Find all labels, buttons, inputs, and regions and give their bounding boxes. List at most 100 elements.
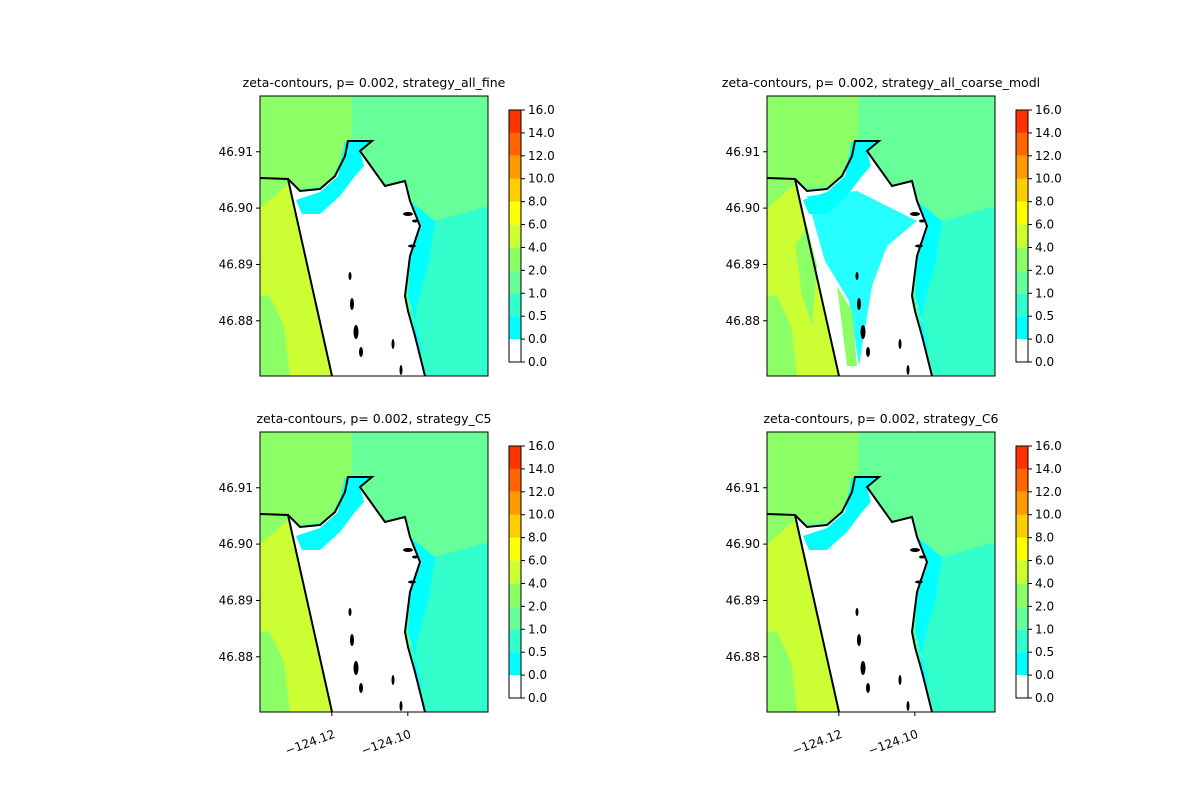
colorbar-tick-label: 0.5	[1035, 309, 1054, 323]
region	[767, 96, 859, 188]
x-tick-label: −124.10	[866, 727, 920, 758]
colorbar-swatch	[509, 468, 521, 492]
island	[403, 548, 413, 552]
colorbar-tick-label: 10.0	[1035, 508, 1062, 522]
chart-title: zeta-contours, p= 0.002, strategy_all_co…	[722, 75, 1040, 90]
island	[353, 661, 359, 675]
colorbar-tick-label: 12.0	[1035, 149, 1062, 163]
colorbar-tick-label: 2.0	[1035, 263, 1054, 277]
colorbar-swatch	[509, 446, 521, 469]
colorbar-frame	[508, 445, 522, 699]
y-tick-label: 46.91	[726, 481, 760, 495]
colorbar-tick-label: 2.0	[528, 599, 547, 613]
colorbar-tick-label: 2.0	[1035, 599, 1054, 613]
chart-title: zeta-contours, p= 0.002, strategy_C5	[256, 411, 491, 426]
colorbar-swatch	[1016, 583, 1028, 607]
y-tick-label: 46.91	[726, 145, 760, 159]
coastline	[794, 476, 933, 712]
island	[919, 555, 925, 559]
y-tick-label: 46.89	[726, 257, 760, 271]
island	[898, 675, 902, 685]
region	[408, 201, 435, 351]
colorbar-swatch	[509, 293, 521, 317]
island	[399, 701, 403, 711]
colorbar-swatch	[1016, 537, 1028, 561]
colorbar-swatch	[509, 629, 521, 653]
colorbar-swatch	[509, 132, 521, 156]
colorbar-swatch	[1016, 629, 1028, 653]
colorbar-tick-label: 4.0	[528, 240, 547, 254]
colorbar-swatch	[509, 491, 521, 515]
colorbar-tick-label: 16.0	[528, 439, 555, 453]
colorbar-tick-label: 14.0	[528, 126, 555, 140]
colorbar-swatch	[1016, 247, 1028, 271]
colorbar-swatch	[509, 339, 521, 362]
region	[915, 201, 942, 351]
y-tick-label: 46.89	[726, 593, 760, 607]
coastline	[794, 140, 933, 376]
colorbar-tick-label: 12.0	[528, 485, 555, 499]
region	[260, 432, 352, 524]
colorbar-swatch	[509, 560, 521, 584]
colorbar-swatch	[1016, 675, 1028, 698]
island	[359, 347, 363, 357]
island	[412, 555, 418, 559]
colorbar-frame	[508, 109, 522, 363]
x-tick-label: −124.12	[283, 727, 337, 758]
region	[260, 184, 332, 376]
colorbar-tick-label: 8.0	[528, 531, 547, 545]
region	[915, 537, 942, 687]
colorbar-tick-label: 0.5	[528, 309, 547, 323]
colorbar-tick-label: 8.0	[528, 195, 547, 209]
axes-frame	[766, 431, 996, 713]
island	[860, 325, 866, 339]
island	[915, 244, 923, 248]
colorbar-tick-label: 8.0	[1035, 195, 1054, 209]
region	[260, 96, 352, 188]
y-tick-label: 46.91	[219, 481, 253, 495]
colorbar-tick-label: 16.0	[1035, 103, 1062, 117]
colorbar-tick-label: 0.0	[1035, 355, 1054, 369]
colorbar-tick-label: 16.0	[528, 103, 555, 117]
island	[919, 219, 925, 223]
region	[260, 520, 332, 712]
x-tick-label: −124.10	[359, 727, 413, 758]
region	[807, 191, 917, 366]
colorbar-tick-label: 6.0	[528, 554, 547, 568]
region	[767, 432, 859, 524]
island	[399, 365, 403, 375]
island	[353, 325, 359, 339]
colorbar-tick-label: 10.0	[528, 508, 555, 522]
colorbar-swatch	[509, 270, 521, 294]
colorbar-swatch	[509, 537, 521, 561]
colorbar-swatch	[1016, 514, 1028, 538]
colorbar-swatch	[509, 224, 521, 248]
colorbar-swatch	[1016, 316, 1028, 340]
colorbar-swatch	[1016, 132, 1028, 156]
colorbar-tick-label: 1.0	[528, 622, 547, 636]
coastline	[287, 140, 426, 376]
region	[803, 477, 879, 550]
island	[857, 634, 861, 646]
colorbar-swatch	[1016, 155, 1028, 179]
colorbar-tick-label: 14.0	[1035, 126, 1062, 140]
colorbar-tick-label: 1.0	[1035, 286, 1054, 300]
colorbar-tick-label: 6.0	[1035, 218, 1054, 232]
chart-title: zeta-contours, p= 0.002, strategy_all_fi…	[243, 75, 506, 90]
island	[915, 580, 923, 584]
island	[910, 548, 920, 552]
island	[906, 365, 910, 375]
y-tick-label: 46.91	[219, 145, 253, 159]
colorbar-swatch	[509, 675, 521, 698]
y-tick-label: 46.89	[219, 257, 253, 271]
map-panel: zeta-contours, p= 0.002, strategy_all_fi…	[219, 75, 555, 377]
colorbar-swatch	[1016, 224, 1028, 248]
island	[403, 212, 413, 216]
island	[391, 339, 395, 349]
island	[412, 219, 418, 223]
island	[855, 272, 859, 280]
colorbar-tick-label: 4.0	[528, 576, 547, 590]
colorbar-tick-label: 16.0	[1035, 439, 1062, 453]
chart-title: zeta-contours, p= 0.002, strategy_C6	[763, 411, 998, 426]
colorbar-tick-label: 14.0	[528, 462, 555, 476]
